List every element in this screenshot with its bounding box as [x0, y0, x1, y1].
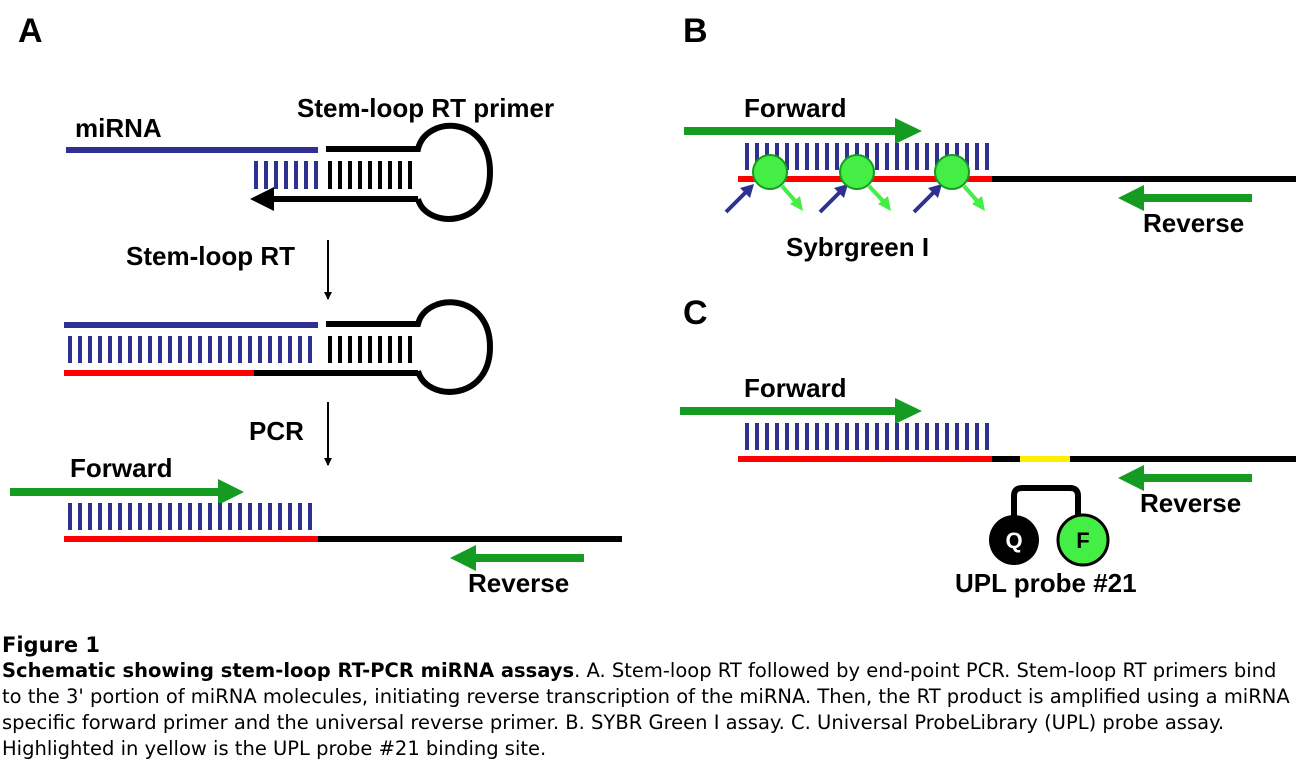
panel-c: C Forward Reverse Q F UPL probe #21: [680, 294, 1296, 598]
excitation-arrow-2: [818, 190, 842, 214]
primer-stem-ticks: [328, 161, 412, 189]
sybr-molecule-2: [818, 154, 891, 214]
fluorophore-label: F: [1076, 528, 1089, 553]
panel-b-reverse-label: Reverse: [1143, 208, 1244, 238]
emission-arrow-2: [867, 184, 886, 204]
sybr-molecule-1: [724, 154, 803, 214]
panel-a-reverse-arrowhead: [450, 545, 476, 571]
caption-body: . A. Stem-loop RT followed by end-point …: [2, 659, 1290, 760]
emission-arrow-3: [962, 184, 980, 204]
caption-title: Schematic showing stem-loop RT-PCR miRNA…: [2, 659, 575, 682]
panel-c-ticks: [745, 423, 989, 450]
panel-c-forward-label: Forward: [744, 373, 847, 403]
rt-stem-loop: [326, 299, 494, 395]
panel-c-reverse-label: Reverse: [1140, 488, 1241, 518]
emission-arrow-1: [780, 184, 798, 204]
upl-probe-label: UPL probe #21: [955, 568, 1137, 598]
panel-b-forward-label: Forward: [744, 93, 847, 123]
quencher-circle: [989, 515, 1039, 565]
sybr-dye-circle-3: [934, 154, 970, 190]
mirna-label: miRNA: [75, 113, 162, 143]
fluorophore-circle: [1056, 513, 1110, 567]
panel-a-pcr-ticks: [68, 503, 312, 530]
panel-b-forward-arrowhead: [895, 118, 922, 144]
stem-loop-rt-step-label: Stem-loop RT: [126, 241, 295, 271]
panel-a-forward-arrowhead: [218, 479, 244, 505]
quencher-label: Q: [1005, 528, 1022, 553]
panel-a-letter: A: [18, 12, 43, 50]
caption-text: Schematic showing stem-loop RT-PCR miRNA…: [2, 658, 1302, 762]
sybr-molecule-3: [912, 154, 985, 214]
panel-c-forward-arrowhead: [895, 398, 922, 424]
panel-c-reverse-arrowhead: [1118, 465, 1144, 491]
panel-b-letter: B: [683, 12, 708, 50]
excitation-arrow-3: [912, 190, 936, 214]
upl-probe-linker: [1011, 485, 1081, 520]
panel-a-reverse-label: Reverse: [468, 568, 569, 598]
figure-label: Figure 1: [2, 633, 101, 657]
pcr-step-label: PCR: [249, 416, 304, 446]
rt-product-blue-ticks: [68, 336, 312, 363]
stem-loop-primer-label: Stem-loop RT primer: [297, 93, 554, 123]
panel-b: B Forward Sybr: [683, 12, 1296, 262]
sybrgreen-label: Sybrgreen I: [786, 232, 929, 262]
schematic-diagram: A miRNA Stem-loop RT primer Stem-loop RT: [10, 12, 1296, 598]
excitation-arrow-1: [724, 190, 748, 214]
panel-a-forward-label: Forward: [70, 453, 173, 483]
rt-product-black-ticks: [328, 336, 412, 363]
rt-extension-arrowhead: [250, 187, 274, 211]
primer-binding-ticks: [254, 161, 318, 189]
sybr-dye-circle-2: [839, 154, 875, 190]
panel-a: A miRNA Stem-loop RT primer Stem-loop RT: [10, 12, 622, 598]
sybr-dye-circle-1: [752, 154, 788, 190]
stem-loop-primer: [326, 122, 494, 222]
figure-caption: Figure 1 Schematic showing stem-loop RT-…: [2, 632, 1302, 762]
panel-c-letter: C: [683, 294, 708, 332]
panel-b-reverse-arrowhead: [1118, 185, 1144, 211]
